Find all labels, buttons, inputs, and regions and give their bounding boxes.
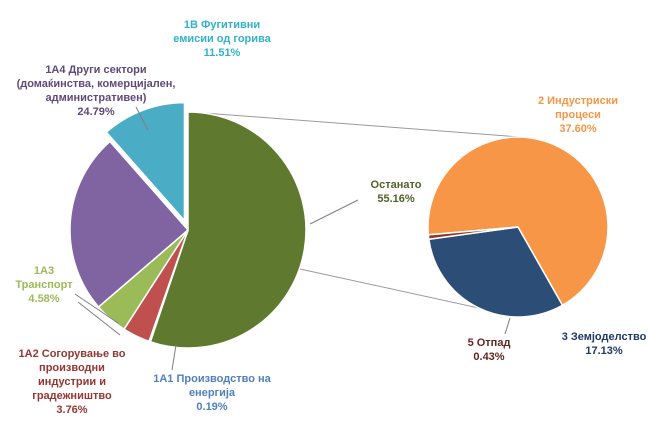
connector-top — [192, 111, 521, 138]
label-a2: 1А2 Согорување во производни индустрии и гр… — [19, 348, 126, 416]
leader-line-5 — [504, 317, 511, 335]
second-slice-1 — [427, 226, 564, 318]
label-b1: 1B Фугитивни емисии од горива 11.51% — [173, 19, 271, 59]
label-a1: 1А1 Производство на енергија 0.19% — [153, 373, 271, 413]
label-agr: 3 Земјоделство 17.13% — [562, 331, 647, 357]
secondary-pie — [427, 136, 609, 318]
label-ind: 2 Индустриски процеси 37.60% — [538, 95, 618, 135]
label-a3: 1А3 Транспорт 4.58% — [15, 265, 73, 305]
leader-line-4 — [309, 199, 359, 225]
label-a4: 1А4 Други сектори (домаќинства, комерција… — [17, 64, 176, 118]
label-ostanato: Останато 55.16% — [371, 179, 422, 205]
leader-lines — [74, 106, 511, 371]
second-slice-0 — [427, 136, 609, 307]
label-waste: 5 Отпад 0.43% — [468, 337, 511, 363]
leader-line-3 — [171, 344, 177, 371]
main-pie — [69, 101, 307, 349]
leader-line-1 — [74, 293, 119, 324]
slice-останато-0 — [149, 111, 307, 349]
second-slice-2 — [427, 226, 519, 241]
leader-line-2 — [77, 301, 121, 336]
slice-1b-5 — [105, 101, 186, 223]
data-labels: Останато 55.16% 1А1 Производство на енергиј… — [15, 19, 646, 416]
slice-1а4-4 — [69, 140, 190, 308]
leader-line-0 — [135, 106, 149, 131]
